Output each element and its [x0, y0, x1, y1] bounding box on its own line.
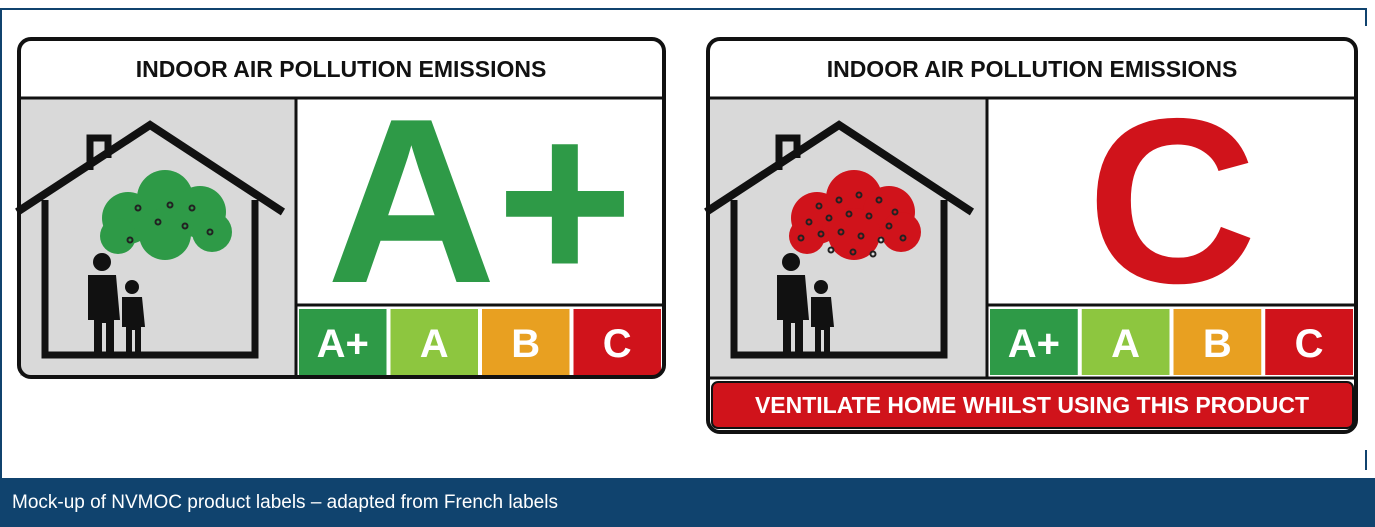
caption: Mock-up of NVMOC product labels – adapte… [0, 478, 1375, 527]
house-icon [17, 125, 283, 355]
figure: A+ A+ A B C INDOOR AIR POLLUTION EMISSIONS … [0, 8, 1367, 478]
scale-cell [1173, 309, 1262, 375]
grade: A+ [327, 69, 634, 332]
scale-label: A+ [317, 322, 369, 366]
scale-cell [390, 309, 478, 375]
scale-cell [299, 309, 387, 375]
warning-bar [711, 381, 1354, 429]
warning-text: VENTILATE HOME WHILST USING THIS PRODUCT [755, 392, 1309, 418]
house-icon [706, 125, 972, 355]
grade: C [1087, 69, 1257, 332]
label-border [706, 37, 1358, 434]
frame [0, 8, 1367, 478]
label-header: INDOOR AIR POLLUTION EMISSIONS [827, 56, 1238, 82]
scale-label: C [1295, 322, 1324, 366]
scale-label: A [420, 322, 449, 366]
scale-label: B [511, 322, 540, 366]
scale-cell [482, 309, 570, 375]
label: C A+ A B C VENTILATE HOME WHILST USING THIS… [706, 37, 1358, 434]
label-border [17, 37, 666, 379]
scale-cell [1265, 309, 1353, 375]
scale-cell [573, 309, 661, 375]
scale-label: C [603, 322, 632, 366]
label: A+ A+ A B C INDOOR AIR POLLUTION EMISSIONS [17, 37, 666, 379]
scale-label: A+ [1008, 322, 1060, 366]
scale-cell [1081, 309, 1170, 375]
scale-label: A [1111, 322, 1140, 366]
scale-label: B [1203, 322, 1232, 366]
scale-cell [990, 309, 1078, 375]
label-header: INDOOR AIR POLLUTION EMISSIONS [136, 56, 547, 82]
